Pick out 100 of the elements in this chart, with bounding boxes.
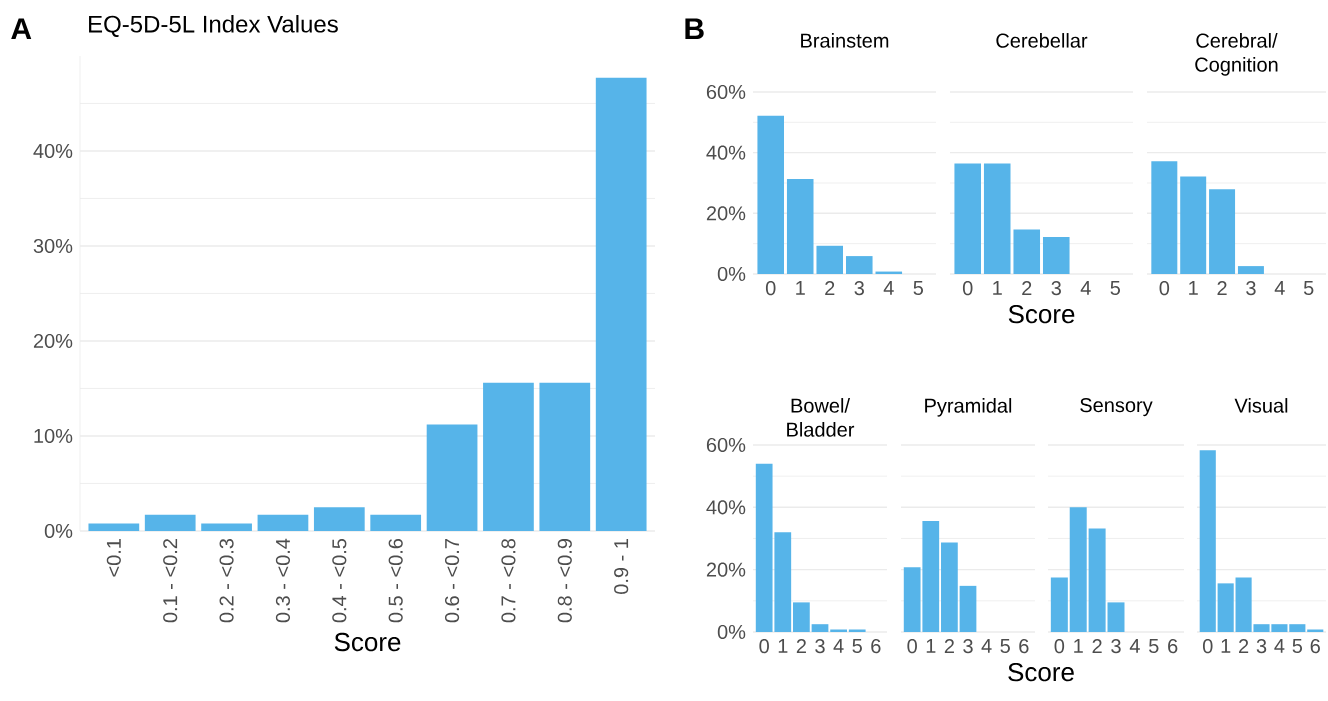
chart-title: Sensory bbox=[1080, 398, 1153, 417]
bar bbox=[941, 542, 958, 632]
bar bbox=[144, 514, 196, 531]
x-tick-label: 3 bbox=[1111, 639, 1121, 654]
x-tick-label: 6 bbox=[1310, 639, 1320, 654]
x-tick-label: 1 bbox=[926, 639, 936, 653]
x-tick-label: 5 bbox=[1303, 281, 1314, 295]
x-tick-label: 6 bbox=[1019, 639, 1029, 654]
bar bbox=[1050, 577, 1068, 632]
x-tick-label: 0.2 - <0.3 bbox=[219, 538, 234, 623]
bar bbox=[757, 115, 784, 274]
x-tick-label: 2 bbox=[796, 639, 806, 654]
x-tick-label: 2 bbox=[1239, 639, 1249, 654]
bar bbox=[1180, 176, 1207, 274]
bar bbox=[1217, 583, 1234, 632]
x-tick-label: 0.9 - 1 bbox=[614, 539, 629, 594]
x-tick-label: 5 bbox=[1149, 639, 1159, 653]
y-tick-label: 20% bbox=[706, 562, 746, 577]
x-tick-label: 4 bbox=[1274, 639, 1285, 653]
x-tick-label: 3 bbox=[1256, 639, 1267, 654]
chart-title: EQ-5D-5L Index Values bbox=[89, 15, 338, 37]
x-tick-label: 5 bbox=[1000, 639, 1010, 653]
bar bbox=[959, 585, 977, 632]
bar bbox=[793, 602, 810, 632]
x-tick-label: 0.8 - <0.9 bbox=[557, 539, 572, 623]
bar bbox=[816, 245, 844, 274]
x-tick-label: 0.5 - <0.6 bbox=[388, 538, 403, 623]
x-tick-label: 0.1 - <0.2 bbox=[163, 539, 178, 623]
x-tick-label: 3 bbox=[1246, 281, 1256, 296]
x-tick-label: 0.4 - <0.5 bbox=[332, 538, 347, 623]
bar bbox=[811, 624, 829, 632]
y-tick-label: 30% bbox=[33, 238, 73, 254]
x-axis-title: Score bbox=[334, 632, 401, 652]
x-tick-label: 0 bbox=[1159, 281, 1170, 296]
x-tick-label: 4 bbox=[883, 281, 894, 295]
chart-title: Cerebral/ Cognition bbox=[1195, 33, 1278, 76]
x-tick-label: 2 bbox=[825, 281, 835, 296]
x-tick-label: 1 bbox=[1074, 639, 1083, 653]
x-tick-label: 3 bbox=[815, 639, 825, 654]
x-tick-label: 6 bbox=[1168, 639, 1178, 654]
x-tick-label: 0 bbox=[759, 639, 769, 654]
chart-title: Pyramidal bbox=[925, 398, 1012, 417]
bar bbox=[1199, 450, 1216, 632]
x-tick-label: 0.6 - <0.7 bbox=[444, 539, 460, 623]
bar bbox=[539, 382, 591, 531]
y-tick-label: 40% bbox=[706, 145, 746, 160]
bar bbox=[257, 514, 309, 531]
bar bbox=[1209, 189, 1236, 274]
x-tick-label: 1 bbox=[993, 281, 1002, 295]
y-tick-label: 40% bbox=[706, 500, 746, 515]
y-tick-label: 60% bbox=[706, 437, 746, 453]
x-tick-label: 4 bbox=[981, 639, 992, 653]
y-tick-label: 10% bbox=[34, 428, 73, 444]
bar bbox=[595, 77, 647, 531]
x-tick-label: 5 bbox=[1292, 639, 1303, 653]
chart-title: Bowel/ Bladder bbox=[787, 398, 855, 437]
bar bbox=[483, 382, 534, 531]
chart-title: Cerebellar bbox=[996, 33, 1088, 48]
text: A bbox=[11, 18, 32, 40]
x-axis-title: Score bbox=[1008, 662, 1074, 682]
x-tick-label: 4 bbox=[833, 639, 844, 653]
bar bbox=[426, 424, 478, 531]
x-tick-label: 1 bbox=[1189, 281, 1198, 295]
x-tick-label: 4 bbox=[1274, 281, 1285, 295]
y-tick-label: 20% bbox=[33, 333, 73, 349]
bar bbox=[845, 256, 873, 274]
bar bbox=[1151, 161, 1178, 274]
bar bbox=[1237, 266, 1264, 274]
bar bbox=[1289, 624, 1306, 632]
y-tick-label: 40% bbox=[33, 143, 73, 159]
bar bbox=[201, 523, 252, 531]
bar bbox=[1307, 629, 1324, 632]
bar bbox=[88, 523, 140, 531]
x-tick-label: 0 bbox=[1202, 639, 1213, 654]
x-tick-label: 0 bbox=[765, 281, 776, 296]
x-tick-label: <0.1 bbox=[106, 539, 121, 577]
text: B bbox=[685, 18, 704, 40]
bar bbox=[1069, 507, 1087, 632]
bar bbox=[370, 514, 422, 531]
x-tick-label: 0.7 - <0.8 bbox=[501, 538, 516, 623]
x-tick-label: 2 bbox=[1217, 281, 1227, 296]
x-tick-label: 4 bbox=[1129, 639, 1140, 653]
bar bbox=[313, 507, 365, 531]
x-tick-label: 3 bbox=[963, 639, 973, 654]
x-tick-label: 0 bbox=[907, 639, 917, 654]
x-tick-label: 2 bbox=[944, 639, 954, 654]
chart-title: Visual bbox=[1234, 398, 1288, 413]
chart-title: Brainstem bbox=[801, 33, 889, 48]
x-tick-label: 1 bbox=[1221, 639, 1231, 653]
x-tick-label: 5 bbox=[913, 281, 924, 295]
x-tick-label: 6 bbox=[871, 639, 881, 654]
x-tick-label: 1 bbox=[796, 281, 805, 295]
y-tick-label: 0% bbox=[44, 523, 73, 539]
x-tick-label: 0.3 - <0.4 bbox=[275, 538, 291, 623]
x-tick-label: 2 bbox=[1092, 639, 1102, 654]
x-tick-label: 0 bbox=[962, 281, 973, 296]
x-tick-label: 3 bbox=[1051, 281, 1061, 296]
y-tick-label: 0% bbox=[717, 266, 746, 282]
x-tick-label: 2 bbox=[1022, 281, 1032, 296]
x-tick-label: 0 bbox=[1054, 639, 1065, 654]
